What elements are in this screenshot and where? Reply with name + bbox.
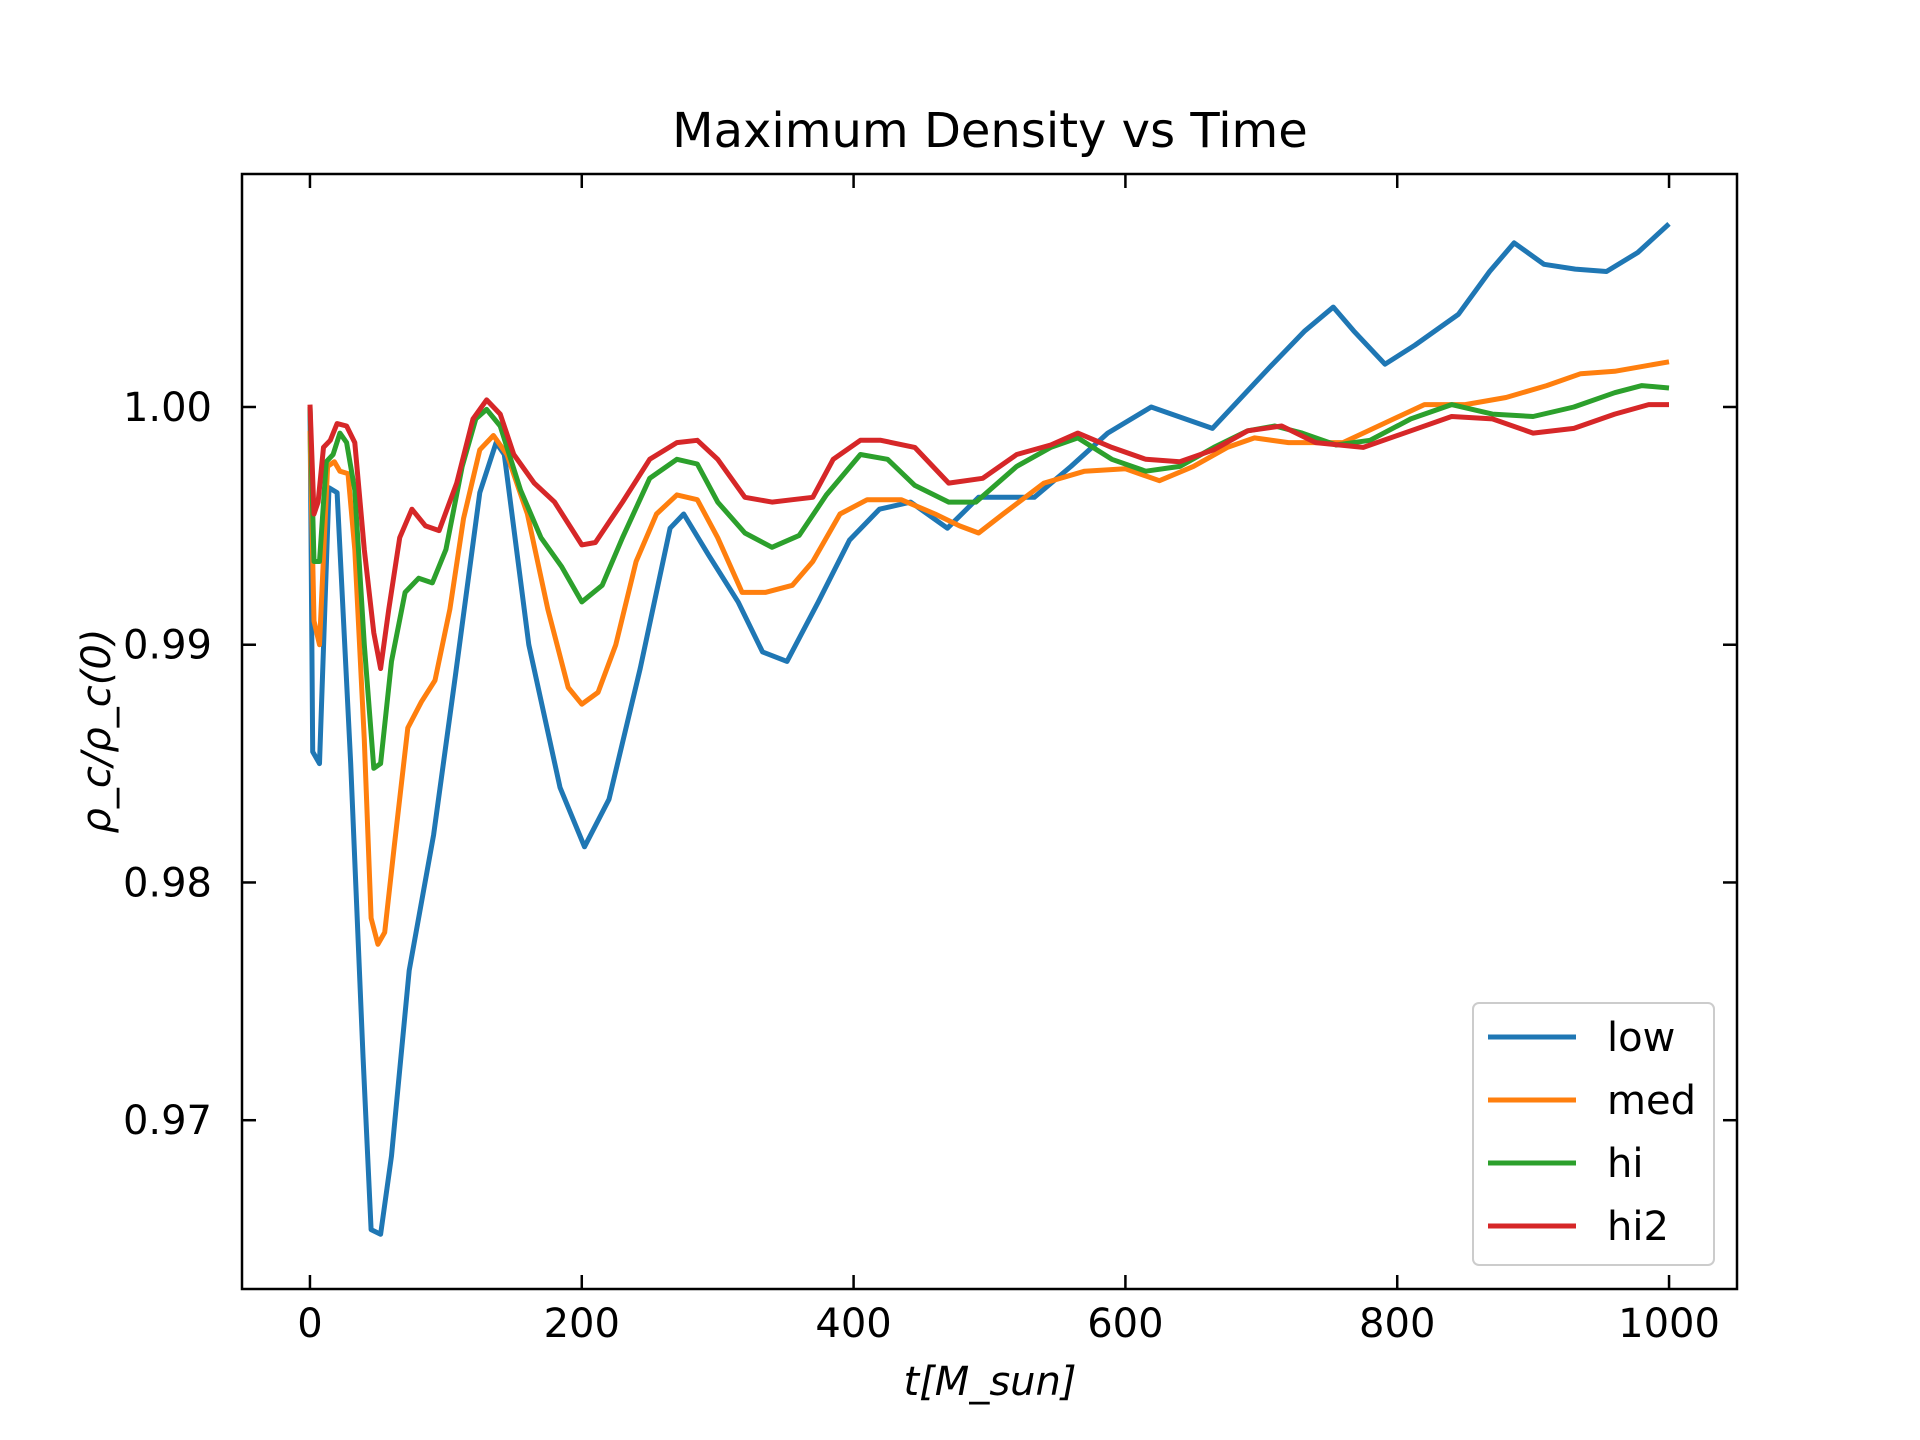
chart-title: Maximum Density vs Time: [672, 103, 1308, 159]
x-tick-label: 400: [815, 1301, 891, 1347]
legend-box: [1472, 1002, 1715, 1266]
series-layer: [307, 222, 1671, 1237]
legend: low med hi hi2: [1472, 1002, 1715, 1266]
legend-label-low: low: [1607, 1015, 1675, 1061]
x-tick-label: 0: [297, 1301, 322, 1347]
ticks-layer: 0 200 400 600 800 1000 0.97 0.98 0.99 1.00: [123, 174, 1737, 1347]
series-line-hi2: [307, 397, 1669, 671]
y-axis-label: ρ_c/ρ_c(0): [74, 629, 120, 834]
x-tick-label: 600: [1087, 1301, 1163, 1347]
x-tick-label: 1000: [1618, 1301, 1720, 1347]
legend-label-med: med: [1607, 1078, 1696, 1124]
y-tick-label: 0.97: [123, 1098, 212, 1144]
y-tick-label: 1.00: [123, 385, 212, 431]
series-line-med: [307, 359, 1670, 947]
y-tick-label: 0.98: [123, 860, 212, 906]
x-tick-label: 800: [1359, 1301, 1435, 1347]
x-axis-label: t[M_sun]: [904, 1359, 1077, 1405]
x-tick-label: 200: [544, 1301, 620, 1347]
plot-frame: [240, 172, 1739, 1291]
y-tick-label: 0.99: [123, 623, 212, 669]
legend-label-hi: hi: [1607, 1141, 1643, 1187]
legend-label-hi2: hi2: [1607, 1204, 1669, 1250]
series-line-low: [307, 222, 1671, 1237]
series-line-hi: [307, 383, 1670, 771]
